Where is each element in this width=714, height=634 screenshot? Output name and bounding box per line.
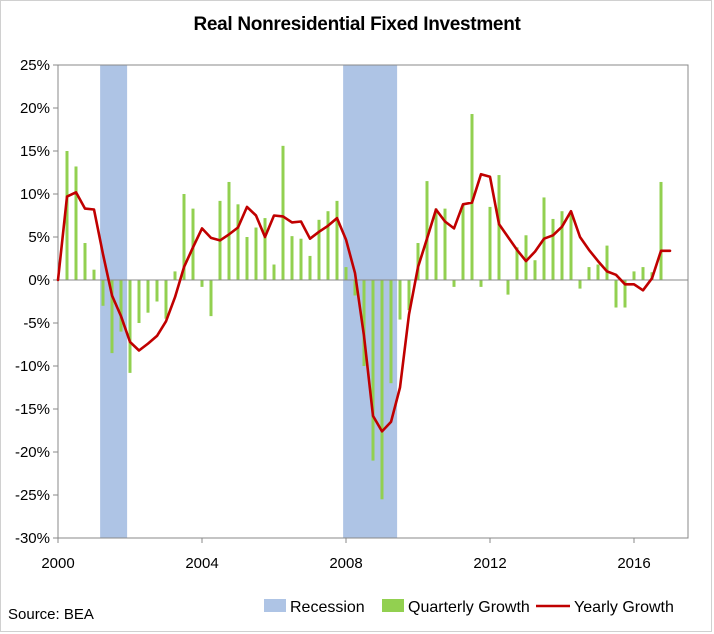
y-tick-label-8: 10% — [20, 186, 50, 203]
quarterly-growth-bar-19 — [236, 204, 240, 280]
x-tick-label-3: 2012 — [473, 555, 506, 572]
quarterly-growth-bar-2 — [83, 243, 87, 280]
quarterly-growth-bar-52 — [533, 260, 537, 280]
quarterly-growth-bar-11 — [164, 280, 168, 319]
quarterly-growth-bar-56 — [569, 212, 573, 280]
legend-swatch-quarterly-growth — [382, 599, 404, 612]
y-tick-label-5: -5% — [23, 315, 50, 332]
quarterly-growth-bar-40 — [425, 181, 429, 280]
y-tick-label-7: 5% — [28, 229, 50, 246]
quarterly-growth-bar-16 — [209, 280, 213, 317]
y-tick-label-2: -20% — [15, 444, 50, 461]
yearly-growth-line — [56, 172, 672, 433]
quarterly-growth-bar-23 — [272, 264, 276, 280]
y-tick-label-10: 20% — [20, 100, 50, 117]
chart-title: Real Nonresidential Fixed Investment — [193, 14, 521, 35]
quarterly-growth-bar-57 — [578, 280, 582, 289]
quarterly-growth-bar-15 — [200, 280, 204, 287]
quarterly-growth-bar-50 — [515, 247, 519, 280]
quarterly-growth-bar-38 — [407, 280, 411, 311]
quarterly-growth-bar-54 — [551, 218, 555, 280]
quarterly-growth-bar-3 — [92, 269, 96, 280]
quarterly-growth-bar-24 — [281, 145, 285, 280]
quarterly-growth-bar-46 — [479, 280, 483, 287]
x-tick-label-1: 2004 — [185, 555, 218, 572]
quarterly-growth-bar-55 — [560, 211, 564, 280]
quarterly-growth-bar-41 — [434, 208, 438, 280]
legend-label-recession: Recession — [290, 599, 365, 616]
y-tick-label-6: 0% — [28, 272, 50, 289]
x-tick-label-0: 2000 — [41, 555, 74, 572]
quarterly-growth-bar-59 — [596, 264, 600, 280]
y-tick-label-1: -25% — [15, 487, 50, 504]
quarterly-growth-bar-60 — [605, 245, 609, 280]
recession-layer — [100, 65, 398, 538]
quarterly-growth-bar-33 — [362, 280, 366, 366]
quarterly-growth-bar-7 — [128, 280, 132, 373]
quarterly-growth-bar-20 — [245, 237, 249, 280]
x-tick-label-2: 2008 — [329, 555, 362, 572]
y-tick-label-3: -15% — [15, 401, 50, 418]
quarterly-growth-bar-34 — [371, 280, 375, 461]
quarterly-growth-bar-4 — [101, 280, 105, 306]
x-axis: 2000 2004 2008 2012 2016 — [41, 538, 651, 572]
recession-band-1 — [343, 65, 398, 538]
y-tick-label-9: 15% — [20, 143, 50, 160]
quarterly-growth-bar-13 — [182, 194, 186, 280]
legend-swatch-recession — [264, 599, 286, 612]
quarterly-growth-bar-27 — [308, 255, 312, 280]
quarterly-growth-bar-39 — [416, 243, 420, 280]
quarterly-growth-bar-25 — [290, 236, 294, 280]
y-axis: -30% -25% -20% -15% -10% -5% 0% 5% 10% 15% 20% 25% — [15, 57, 58, 547]
quarterly-growth-bar-45 — [470, 114, 474, 281]
quarterly-growth-bar-0 — [65, 151, 69, 280]
quarterly-growth-bar-31 — [344, 267, 348, 280]
quarterly-growth-bar-22 — [263, 218, 267, 280]
quarterly-growth-bar-66 — [659, 181, 663, 280]
quarterly-growth-bar-44 — [461, 204, 465, 280]
plot-area-border — [57, 64, 689, 539]
quarterly-growth-bar-43 — [452, 280, 456, 287]
quarterly-growth-bar-21 — [254, 227, 258, 280]
quarterly-growth-bar-37 — [398, 280, 402, 320]
quarterly-growth-bar-30 — [335, 200, 339, 280]
x-tick-label-4: 2016 — [617, 555, 650, 572]
y-tick-label-4: -10% — [15, 358, 50, 375]
y-tick-label-0: -30% — [15, 530, 50, 547]
legend-label-quarterly-growth: Quarterly Growth — [408, 599, 530, 616]
quarterly-growth-bar-36 — [389, 280, 393, 384]
quarterly-growth-bar-62 — [623, 280, 627, 308]
quarterly-growth-bar-51 — [524, 235, 528, 280]
quarterly-growth-bar-26 — [299, 238, 303, 280]
quarterly-growth-bar-5 — [110, 280, 114, 354]
quarterly-growth-bar-6 — [119, 280, 123, 332]
quarterly-growth-bar-35 — [380, 280, 384, 500]
legend: Recession Quarterly Growth Yearly Growth — [264, 599, 674, 616]
legend-label-yearly-growth: Yearly Growth — [574, 599, 674, 616]
quarterly-growth-bar-58 — [587, 267, 591, 280]
quarterly-growth-bar-64 — [641, 267, 645, 280]
quarterly-growth-bar-18 — [227, 181, 231, 280]
quarterly-growth-bar-49 — [506, 280, 510, 295]
quarterly-growth-bar-29 — [326, 211, 330, 280]
source-label: Source: BEA — [8, 606, 94, 623]
quarterly-growth-bar-12 — [173, 271, 177, 280]
quarterly-growth-bar-48 — [497, 175, 501, 280]
quarterly-growth-bar-63 — [632, 271, 636, 280]
quarterly-growth-bar-10 — [155, 280, 159, 302]
quarterly-growth-bar-61 — [614, 280, 618, 308]
quarterly-growth-bar-1 — [74, 166, 78, 280]
quarterly-growth-bar-8 — [137, 280, 141, 323]
quarterly-growth-bar-32 — [353, 280, 357, 296]
quarterly-growth-bars — [65, 114, 663, 500]
quarterly-growth-bar-47 — [488, 206, 492, 280]
quarterly-growth-bar-42 — [443, 208, 447, 280]
quarterly-growth-bar-9 — [146, 280, 150, 313]
quarterly-growth-bar-28 — [317, 219, 321, 280]
y-tick-label-11: 25% — [20, 57, 50, 74]
